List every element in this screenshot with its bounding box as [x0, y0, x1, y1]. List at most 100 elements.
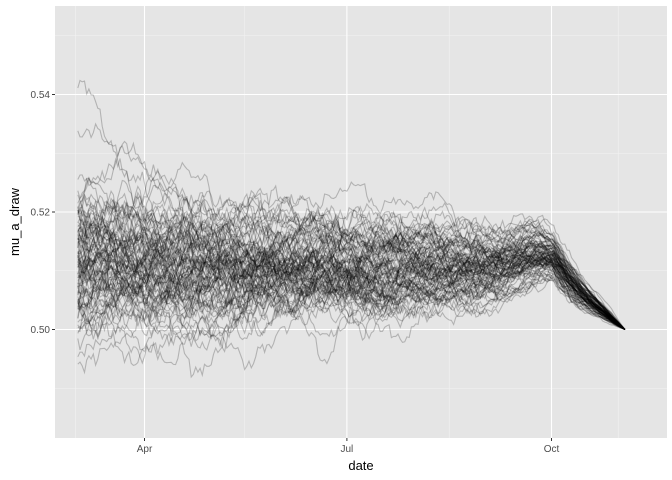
series-line	[77, 212, 626, 330]
panel-background	[55, 6, 667, 438]
series-line	[77, 205, 626, 337]
x-axis-title: date	[348, 458, 373, 473]
series-line	[77, 231, 626, 330]
y-tick-label: 0.50	[31, 325, 51, 336]
x-tick-label: Oct	[544, 444, 560, 455]
series-line	[77, 247, 626, 330]
series-line	[77, 215, 626, 330]
series-line	[77, 262, 626, 338]
series-line	[77, 194, 626, 330]
series-line	[77, 201, 626, 330]
series-line	[77, 194, 626, 330]
series-line	[77, 229, 626, 330]
series-line	[77, 199, 626, 330]
series-line	[77, 233, 626, 330]
series-line	[77, 208, 626, 330]
series-line	[77, 223, 626, 330]
y-tick-label: 0.52	[31, 208, 51, 219]
series-line	[77, 214, 626, 330]
series-line	[77, 177, 626, 330]
series-line	[77, 229, 626, 333]
series-line	[77, 231, 626, 379]
series-line	[77, 237, 626, 330]
series-line	[77, 230, 626, 331]
series-line	[77, 210, 626, 330]
series-line	[77, 199, 626, 330]
series-line	[77, 253, 626, 371]
series-line	[77, 184, 626, 330]
series-line	[77, 219, 626, 330]
series-line	[77, 196, 626, 330]
series-line	[77, 170, 626, 330]
series-line	[77, 235, 626, 330]
series-line	[77, 206, 626, 330]
series-line	[77, 210, 626, 330]
series-line	[77, 208, 626, 330]
series-line	[77, 220, 626, 330]
series-line	[77, 238, 626, 330]
series-line	[77, 192, 626, 330]
series-line	[77, 217, 626, 330]
series-line	[77, 209, 626, 330]
y-axis-title: mu_a_draw	[7, 187, 22, 256]
series-line	[77, 217, 626, 330]
series-line	[77, 196, 626, 330]
series-line	[77, 226, 626, 330]
series-line	[77, 225, 626, 351]
series-line	[77, 252, 626, 342]
series-line	[77, 248, 626, 341]
minor-gridlines	[55, 6, 667, 438]
series-line	[77, 140, 626, 330]
series-line	[77, 234, 626, 331]
series-line	[77, 234, 626, 330]
series-line	[77, 194, 626, 330]
series-line	[77, 232, 626, 375]
series-line	[77, 206, 626, 330]
series-line	[77, 233, 626, 330]
series-line	[77, 225, 626, 330]
series-line	[77, 228, 626, 330]
series-line	[77, 230, 626, 330]
x-tick-label: Jul	[340, 444, 353, 455]
series-line	[77, 256, 626, 351]
series-line	[77, 193, 626, 330]
series-line	[77, 241, 626, 365]
series-line	[77, 244, 626, 330]
series-line	[77, 221, 626, 330]
series-line	[77, 192, 626, 330]
series-line	[77, 242, 626, 338]
series-line	[77, 209, 626, 330]
series-line	[77, 176, 626, 330]
series-line	[77, 210, 626, 330]
series-line	[77, 246, 626, 354]
series-line	[77, 230, 626, 330]
series-line	[77, 259, 626, 345]
series-line	[77, 212, 626, 330]
series-line	[77, 185, 626, 330]
series-line	[77, 122, 626, 330]
series-line	[77, 252, 626, 330]
series-line	[77, 247, 626, 330]
series-line	[77, 206, 626, 330]
series-line	[77, 199, 626, 330]
series-line	[77, 157, 626, 330]
y-tick-label: 0.54	[31, 90, 51, 101]
series-line	[77, 224, 626, 330]
series-line	[77, 205, 626, 330]
series-layer	[77, 79, 626, 379]
series-line	[77, 79, 626, 330]
series-line	[77, 228, 626, 336]
series-line	[77, 181, 626, 330]
series-line	[77, 247, 626, 330]
series-line	[77, 203, 626, 330]
series-line	[77, 181, 626, 330]
series-line	[77, 194, 626, 330]
major-gridlines	[55, 6, 667, 438]
series-line	[77, 226, 626, 330]
series-line	[77, 221, 626, 330]
y-axis-ticks: 0.50 0.52 0.54	[31, 90, 55, 336]
x-tick-label: Apr	[137, 444, 153, 455]
series-line	[77, 225, 626, 330]
series-line	[77, 199, 626, 330]
